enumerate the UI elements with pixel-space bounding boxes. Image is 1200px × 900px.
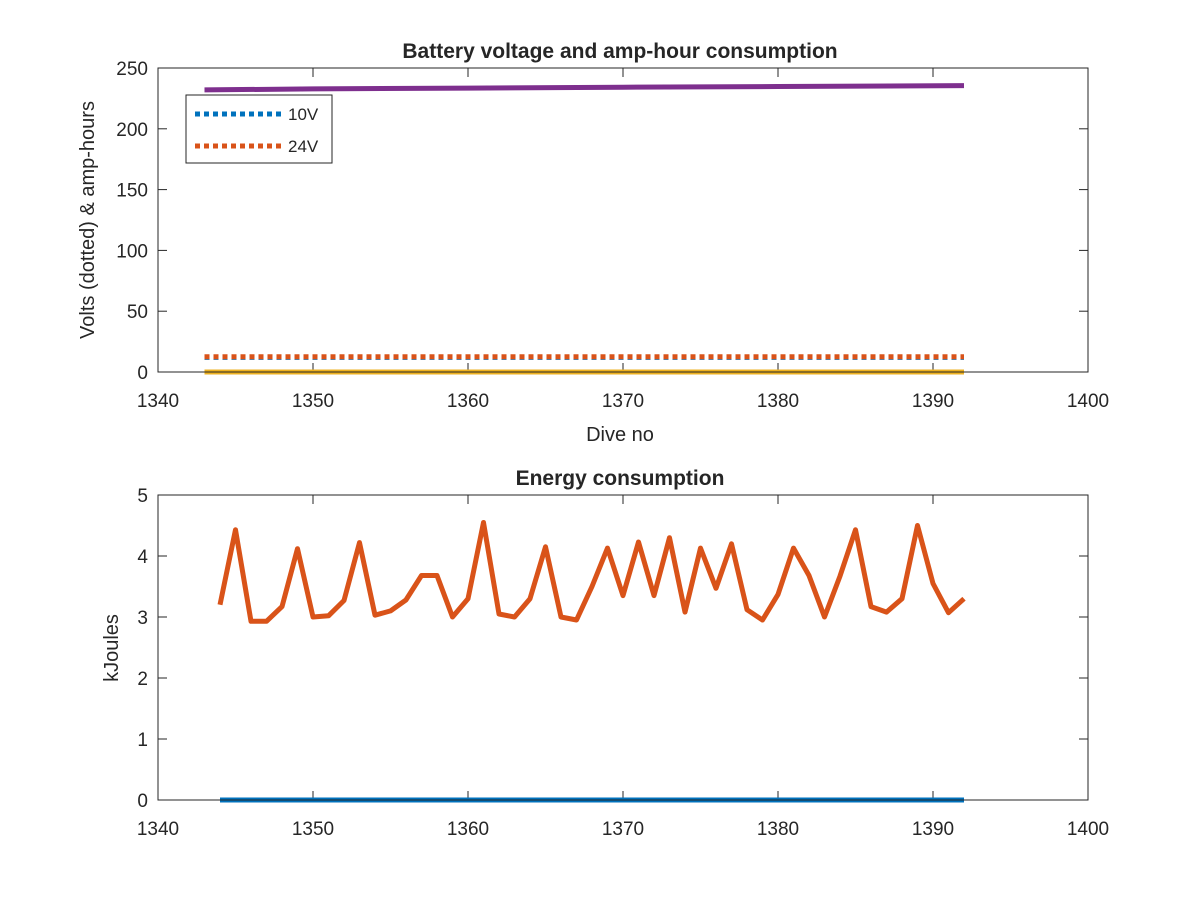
- series-line-1: [217, 520, 966, 624]
- legend-label-24v: 24V: [288, 137, 319, 156]
- y-tick-label: 5: [137, 486, 148, 507]
- y-axis-label: kJoules: [101, 614, 123, 682]
- x-tick-label: 1340: [137, 391, 179, 412]
- chart-title: Battery voltage and amp-hour consumption: [402, 40, 837, 63]
- series-line-3: [204, 83, 965, 93]
- x-tick-label: 1360: [447, 391, 489, 412]
- y-tick-label: 100: [116, 241, 148, 262]
- x-tick-label: 1350: [292, 819, 334, 840]
- x-tick-label: 1380: [757, 819, 799, 840]
- x-tick-label: 1370: [602, 819, 644, 840]
- chart-energy-consumption: Energy consumption kJoules 1340 1350 1360 1…: [101, 467, 1109, 840]
- y-tick-label: 250: [116, 59, 148, 80]
- chart-title: Energy consumption: [516, 467, 725, 490]
- y-tick-label: 2: [137, 669, 148, 690]
- y-tick-label: 0: [137, 791, 148, 812]
- y-tick-label: 50: [127, 302, 148, 323]
- y-axis-label: Volts (dotted) & amp-hours: [77, 101, 99, 339]
- axes-box: [157, 67, 1089, 373]
- y-tick-label: 150: [116, 181, 148, 202]
- axes-box: [157, 494, 1089, 801]
- legend: 10V 24V: [185, 94, 333, 164]
- y-tick-label: 0: [137, 363, 148, 384]
- x-tick-label: 1360: [447, 819, 489, 840]
- tick-labels: 1340 1350 1360 1370 1380 1390 1400 0 1 2 3 4 5: [137, 486, 1109, 840]
- y-tick-label: 1: [137, 730, 148, 751]
- chart-battery-voltage: Battery voltage and amp-hour consumption…: [77, 40, 1109, 446]
- legend-box: [185, 94, 333, 164]
- tick-labels: 1340 1350 1360 1370 1380 1390 1400 0 50 100 150 200…: [116, 59, 1109, 412]
- x-tick-label: 1350: [292, 391, 334, 412]
- plot-area: [217, 520, 966, 803]
- y-tick-label: 200: [116, 120, 148, 141]
- x-tick-label: 1340: [137, 819, 179, 840]
- y-tick-label: 4: [137, 547, 148, 568]
- x-tick-label: 1370: [602, 391, 644, 412]
- legend-label-10v: 10V: [288, 105, 319, 124]
- x-axis-label: Dive no: [586, 424, 654, 446]
- x-tick-label: 1380: [757, 391, 799, 412]
- x-tick-label: 1390: [912, 819, 954, 840]
- x-tick-label: 1390: [912, 391, 954, 412]
- x-tick-label: 1400: [1067, 819, 1109, 840]
- x-tick-label: 1400: [1067, 391, 1109, 412]
- y-tick-label: 3: [137, 608, 148, 629]
